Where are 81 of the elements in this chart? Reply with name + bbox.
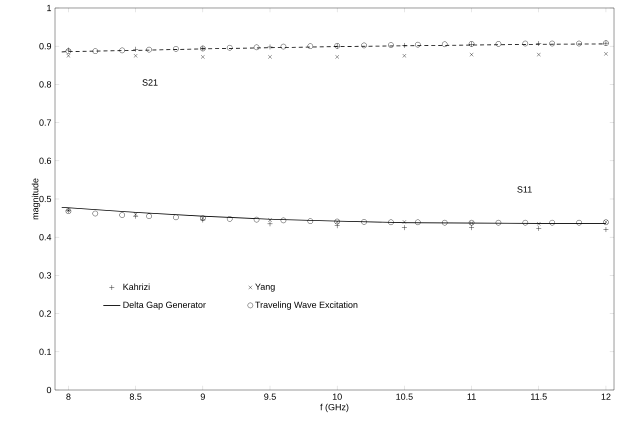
point	[522, 40, 528, 46]
y-tick-label: 0.9	[39, 43, 52, 50]
point	[536, 52, 541, 57]
point	[200, 217, 206, 223]
point	[468, 224, 474, 230]
point	[132, 214, 138, 219]
point	[254, 44, 260, 50]
y-tick-label: 0.7	[39, 119, 52, 126]
point	[442, 41, 448, 48]
point	[604, 52, 608, 56]
point	[308, 218, 314, 224]
point	[66, 54, 70, 58]
point	[388, 220, 394, 226]
point	[267, 44, 273, 50]
point	[549, 40, 555, 46]
point	[146, 213, 152, 219]
point	[200, 54, 205, 59]
point	[603, 226, 609, 232]
point	[361, 219, 367, 225]
x-tick-label: 11	[468, 394, 476, 400]
legend-label: Yang	[255, 284, 275, 292]
y-axis-title: magnitude	[32, 178, 40, 220]
x-tick-label: 11.5	[531, 394, 547, 400]
y-tick-label: 0.8	[39, 81, 52, 88]
point	[388, 42, 394, 48]
point	[496, 220, 502, 226]
y-tick-label: 0.5	[39, 196, 52, 202]
point	[335, 54, 340, 59]
y-tick-label: 0.4	[39, 234, 52, 240]
point	[92, 48, 98, 54]
point	[470, 52, 474, 57]
point	[522, 220, 528, 226]
legend-label: Kahrizi	[123, 283, 150, 290]
point	[173, 214, 179, 220]
x-tick-label: 8.5	[130, 394, 142, 400]
y-tick-label: 0.2	[39, 310, 52, 317]
point	[415, 42, 421, 48]
point	[92, 210, 98, 216]
point	[334, 223, 340, 228]
point	[576, 220, 582, 226]
point	[267, 221, 273, 227]
point	[254, 216, 260, 222]
x-tick-label: 9.5	[264, 394, 276, 400]
point	[280, 218, 286, 224]
annotation: S21	[142, 79, 158, 86]
y-tick-label: 0.6	[39, 158, 52, 164]
point	[119, 48, 125, 54]
point	[496, 41, 502, 47]
point	[173, 46, 179, 52]
point	[402, 220, 406, 224]
point	[134, 212, 138, 216]
point	[361, 42, 367, 48]
y-tick-label: 1	[47, 4, 52, 12]
point	[146, 46, 152, 52]
point	[308, 43, 314, 49]
x-tick-label: 9	[200, 394, 205, 400]
x-tick-label: 8	[66, 394, 71, 400]
point	[268, 54, 272, 59]
x-tick-label: 12	[602, 394, 610, 400]
y-tick-label: 0.1	[39, 348, 52, 355]
point	[226, 216, 232, 222]
point	[119, 212, 125, 218]
y-tick-label: 0.3	[39, 272, 52, 279]
point	[536, 222, 541, 226]
point	[402, 42, 408, 48]
point	[402, 54, 406, 58]
y-tick-label: 0	[46, 386, 52, 394]
point	[442, 220, 448, 226]
annotation: S11	[517, 186, 532, 193]
point	[576, 40, 582, 46]
point	[549, 220, 555, 226]
x-tick-label: 10.5	[396, 394, 413, 400]
x-tick-label: 10	[332, 394, 342, 400]
point	[280, 44, 286, 50]
point	[226, 44, 232, 51]
legend-label: Traveling Wave Excitation	[255, 301, 358, 310]
point	[415, 220, 421, 226]
point	[402, 224, 408, 230]
point	[134, 54, 138, 58]
legend-label: Delta Gap Generator	[123, 301, 206, 310]
x-axis-title: f (GHz)	[320, 404, 348, 412]
